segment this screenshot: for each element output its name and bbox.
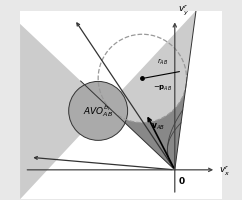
Polygon shape <box>20 11 196 199</box>
Text: $-\mathbf{p}_{AB}$: $-\mathbf{p}_{AB}$ <box>153 84 172 93</box>
Polygon shape <box>112 84 186 170</box>
Circle shape <box>69 81 128 140</box>
Text: $\mathbf{0}$: $\mathbf{0}$ <box>178 175 186 186</box>
Text: $AVO^{b_i}_{AB}$: $AVO^{b_i}_{AB}$ <box>83 103 113 119</box>
Text: $\mathbf{v}_{AB}$: $\mathbf{v}_{AB}$ <box>151 121 165 132</box>
Text: $v_x^r$: $v_x^r$ <box>219 164 230 178</box>
Polygon shape <box>20 11 222 199</box>
Text: $v_y^r$: $v_y^r$ <box>178 2 189 17</box>
Text: $r_{AB}$: $r_{AB}$ <box>157 56 169 67</box>
